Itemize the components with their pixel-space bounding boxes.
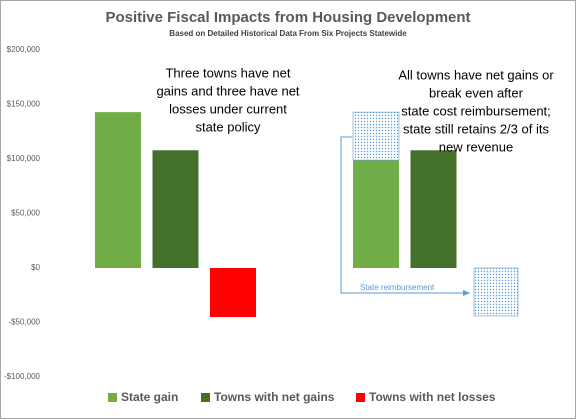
y-tick-label: $100,000 bbox=[7, 154, 41, 163]
annotation: All towns have net gains or bbox=[398, 67, 554, 82]
chart-subtitle: Based on Detailed Historical Data From S… bbox=[169, 29, 407, 38]
y-tick-label: $0 bbox=[31, 263, 40, 272]
reimbursement-arrow bbox=[340, 136, 470, 296]
reimbursement-label: State reimbursement bbox=[360, 283, 435, 292]
annotation: state cost reimbursement; bbox=[401, 103, 551, 118]
legend-label: Towns with net gains bbox=[214, 390, 335, 404]
bar bbox=[95, 112, 141, 268]
legend-label: State gain bbox=[121, 390, 178, 404]
y-tick-label: -$50,000 bbox=[8, 318, 40, 327]
annotation: Three towns have net bbox=[165, 65, 290, 80]
legend-swatch bbox=[356, 393, 365, 402]
bar bbox=[410, 150, 457, 268]
annotation: gains and three have net bbox=[156, 83, 299, 98]
legend-swatch bbox=[201, 393, 210, 402]
bar bbox=[353, 160, 399, 268]
bar bbox=[210, 268, 256, 318]
y-tick-label: $150,000 bbox=[7, 100, 41, 109]
annotation: new revenue bbox=[439, 139, 513, 154]
y-tick-label: $200,000 bbox=[7, 45, 41, 54]
annotation: break even after bbox=[429, 85, 524, 100]
reimbursement-added bbox=[352, 111, 400, 161]
reimbursement-removed bbox=[473, 267, 519, 317]
annotation: state still retains 2/3 of its bbox=[403, 121, 549, 136]
legend-label: Towns with net losses bbox=[369, 390, 496, 404]
y-tick-label: -$100,000 bbox=[4, 372, 41, 381]
annotation: state policy bbox=[195, 119, 261, 134]
annotation: losses under current bbox=[169, 101, 287, 116]
bar bbox=[152, 150, 199, 268]
y-tick-label: $50,000 bbox=[11, 209, 40, 218]
legend-swatch bbox=[108, 393, 117, 402]
chart-title: Positive Fiscal Impacts from Housing Dev… bbox=[105, 9, 470, 26]
